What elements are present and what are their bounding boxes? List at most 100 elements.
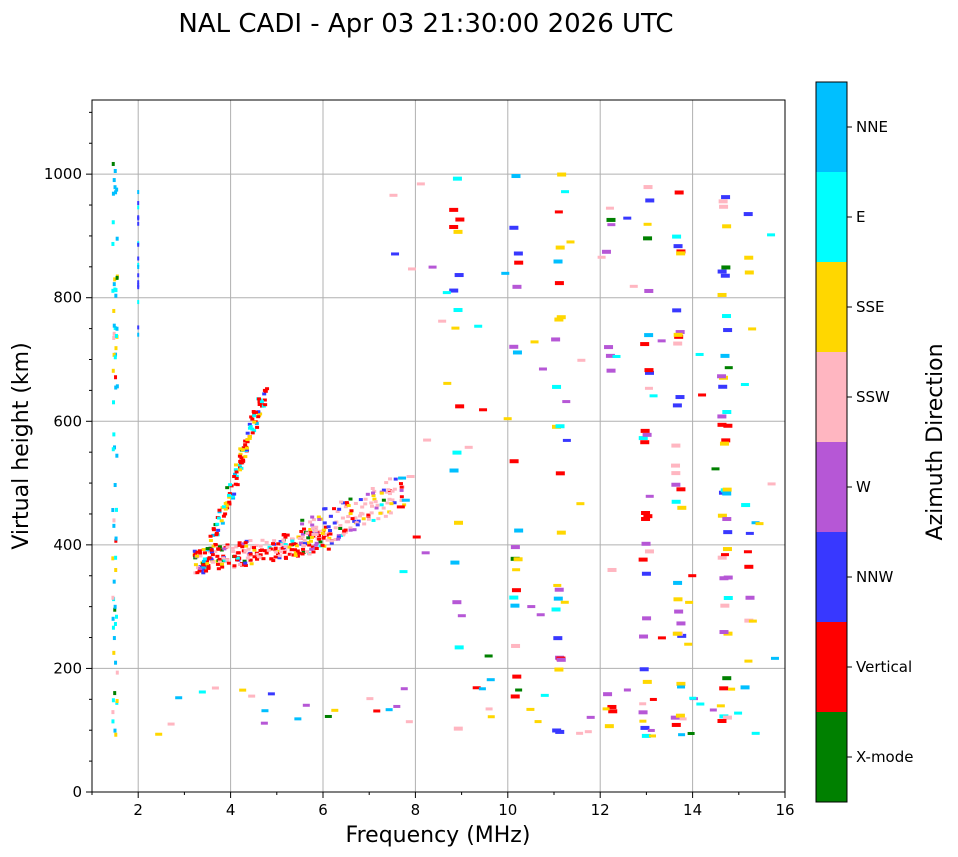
echo-point <box>111 288 115 293</box>
echo-point <box>249 562 254 566</box>
echo-point <box>371 491 376 495</box>
echo-point <box>254 422 259 426</box>
echo-point <box>267 692 275 696</box>
echo-point <box>219 519 224 523</box>
echo-point <box>260 538 265 542</box>
echo-point <box>361 517 366 521</box>
echo-point <box>112 523 116 528</box>
echo-point <box>137 205 140 210</box>
echo-point <box>449 207 459 212</box>
echo-point <box>137 325 140 330</box>
echo-point <box>248 425 253 429</box>
echo-point <box>511 643 521 648</box>
echo-point <box>256 415 261 419</box>
echo-point <box>370 487 375 491</box>
echo-point <box>384 490 389 494</box>
echo-point <box>232 564 237 568</box>
echo-point <box>209 548 214 552</box>
echo-point <box>112 308 116 313</box>
echo-point <box>553 596 563 601</box>
echo-point <box>719 441 729 446</box>
echo-point <box>112 335 116 340</box>
echo-point <box>584 730 592 734</box>
echo-point <box>111 710 115 715</box>
echo-point <box>385 708 393 712</box>
colorbar-label: E <box>856 208 865 226</box>
echo-point <box>452 600 462 605</box>
echo-point <box>113 621 117 626</box>
echo-point <box>751 731 760 735</box>
echo-point <box>111 616 115 621</box>
echo-point <box>311 532 316 536</box>
echo-point <box>198 565 203 569</box>
echo-point <box>201 565 206 569</box>
echo-point <box>639 719 647 723</box>
echo-point <box>225 543 230 547</box>
echo-point <box>723 530 733 535</box>
echo-point <box>607 704 617 709</box>
echo-point <box>671 722 681 727</box>
echo-point <box>676 251 686 256</box>
echo-point <box>137 300 140 305</box>
echo-point <box>301 550 306 554</box>
echo-point <box>722 410 732 415</box>
echo-point <box>485 707 493 711</box>
echo-point <box>554 667 564 672</box>
echo-point <box>554 317 564 322</box>
echo-point <box>114 293 118 298</box>
echo-point <box>115 187 119 192</box>
echo-point <box>302 538 307 542</box>
echo-point <box>234 470 239 474</box>
y-tick-label: 800 <box>53 289 82 307</box>
echo-point <box>677 505 687 510</box>
echo-point <box>111 368 115 373</box>
echo-point <box>111 595 115 600</box>
echo-point <box>262 549 267 553</box>
echo-point <box>554 281 564 286</box>
echo-point <box>235 556 240 560</box>
echo-point <box>720 273 730 278</box>
echo-point <box>216 547 221 551</box>
echo-point <box>247 436 252 440</box>
echo-point <box>206 566 211 570</box>
azimuth-colorbar: X-mode Vertical NNW W SSW SSE E NNE <box>815 81 913 803</box>
echo-point <box>313 543 318 547</box>
echo-point <box>641 733 651 738</box>
echo-point <box>257 397 262 401</box>
echo-point <box>326 547 331 551</box>
echo-point <box>237 454 242 458</box>
echo-point <box>623 688 631 692</box>
echo-point <box>740 383 749 387</box>
echo-point <box>719 204 729 209</box>
echo-point <box>220 562 225 566</box>
echo-point <box>722 715 732 720</box>
echo-point <box>716 704 725 708</box>
echo-point <box>674 609 684 614</box>
echo-point <box>649 697 657 701</box>
echo-point <box>744 564 754 569</box>
echo-point <box>329 541 334 545</box>
echo-point <box>576 731 584 735</box>
echo-point <box>239 688 247 692</box>
echo-point <box>325 538 330 542</box>
echo-point <box>501 271 510 275</box>
colorbar-segment <box>816 712 847 802</box>
echo-point <box>416 182 425 186</box>
echo-point <box>553 636 563 641</box>
y-tick-label: 200 <box>53 659 82 677</box>
echo-point <box>399 488 404 492</box>
echo-point <box>717 414 727 419</box>
echo-point <box>230 546 235 550</box>
echo-point <box>238 468 243 472</box>
echo-point <box>251 410 256 414</box>
echo-point <box>290 537 295 541</box>
echo-point <box>623 216 632 220</box>
echo-point <box>192 549 197 553</box>
echo-point <box>311 518 316 522</box>
echo-point <box>454 645 464 650</box>
echo-point <box>308 533 313 537</box>
echo-point <box>641 571 651 576</box>
echo-point <box>233 468 238 472</box>
echo-point <box>400 687 408 691</box>
echo-point <box>257 400 262 404</box>
